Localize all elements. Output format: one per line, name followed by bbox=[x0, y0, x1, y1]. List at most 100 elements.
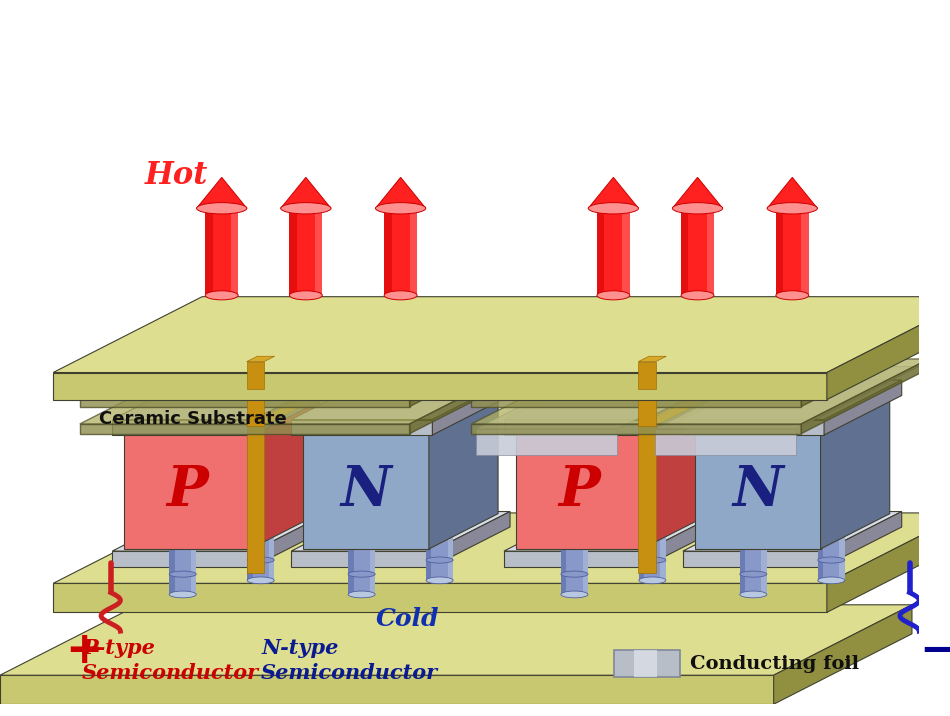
Polygon shape bbox=[773, 605, 912, 705]
Ellipse shape bbox=[162, 532, 204, 541]
Ellipse shape bbox=[588, 203, 638, 214]
Text: Cold: Cold bbox=[376, 607, 440, 632]
Bar bbox=[740, 536, 745, 594]
Text: −: − bbox=[919, 629, 950, 672]
Bar bbox=[840, 523, 845, 581]
Polygon shape bbox=[432, 511, 510, 566]
Polygon shape bbox=[292, 511, 510, 551]
Bar bbox=[269, 523, 275, 581]
Polygon shape bbox=[826, 296, 950, 400]
Polygon shape bbox=[516, 397, 711, 433]
Text: N: N bbox=[732, 463, 783, 518]
Text: Conducting foil: Conducting foil bbox=[690, 654, 859, 672]
Ellipse shape bbox=[169, 571, 197, 577]
Bar bbox=[191, 536, 197, 594]
Ellipse shape bbox=[818, 557, 845, 563]
Polygon shape bbox=[471, 424, 801, 434]
Bar bbox=[384, 208, 417, 295]
Bar bbox=[205, 208, 213, 295]
Bar bbox=[622, 208, 630, 295]
Ellipse shape bbox=[740, 571, 767, 577]
Polygon shape bbox=[471, 332, 929, 397]
Bar bbox=[638, 523, 666, 581]
Bar bbox=[740, 536, 767, 594]
Ellipse shape bbox=[673, 203, 723, 214]
Ellipse shape bbox=[375, 203, 426, 214]
Bar bbox=[582, 536, 588, 594]
Polygon shape bbox=[292, 551, 432, 566]
Polygon shape bbox=[638, 362, 656, 389]
Polygon shape bbox=[476, 367, 740, 429]
Text: P-type: P-type bbox=[83, 638, 155, 658]
Ellipse shape bbox=[340, 532, 383, 541]
Polygon shape bbox=[801, 332, 929, 407]
Bar bbox=[776, 208, 808, 295]
Polygon shape bbox=[409, 359, 537, 434]
Bar bbox=[802, 208, 808, 295]
Polygon shape bbox=[53, 372, 826, 400]
Bar bbox=[681, 208, 689, 295]
Polygon shape bbox=[683, 420, 824, 435]
Polygon shape bbox=[0, 605, 912, 675]
Polygon shape bbox=[247, 377, 360, 425]
Polygon shape bbox=[638, 357, 666, 362]
Polygon shape bbox=[638, 425, 656, 573]
Text: Semiconductor: Semiconductor bbox=[83, 663, 259, 683]
Bar bbox=[447, 523, 453, 581]
Text: N: N bbox=[341, 463, 391, 518]
Bar bbox=[560, 536, 566, 594]
Polygon shape bbox=[53, 584, 826, 612]
Ellipse shape bbox=[348, 591, 375, 598]
Polygon shape bbox=[516, 433, 641, 549]
Bar bbox=[205, 208, 238, 295]
Polygon shape bbox=[80, 332, 537, 397]
Ellipse shape bbox=[818, 577, 845, 584]
Bar bbox=[290, 208, 296, 295]
Ellipse shape bbox=[247, 577, 275, 584]
Ellipse shape bbox=[426, 577, 453, 584]
Polygon shape bbox=[112, 511, 332, 551]
Polygon shape bbox=[768, 178, 817, 208]
Polygon shape bbox=[471, 397, 801, 407]
Polygon shape bbox=[112, 420, 254, 435]
Polygon shape bbox=[504, 420, 645, 435]
Ellipse shape bbox=[681, 291, 714, 300]
Ellipse shape bbox=[169, 591, 197, 598]
Polygon shape bbox=[694, 433, 821, 549]
Bar bbox=[597, 208, 604, 295]
Polygon shape bbox=[247, 425, 264, 573]
Polygon shape bbox=[471, 359, 929, 424]
Polygon shape bbox=[162, 508, 204, 536]
Polygon shape bbox=[409, 332, 537, 407]
Polygon shape bbox=[247, 389, 264, 425]
Ellipse shape bbox=[197, 203, 247, 214]
Bar bbox=[290, 208, 322, 295]
Polygon shape bbox=[112, 380, 332, 420]
Ellipse shape bbox=[732, 532, 774, 541]
Ellipse shape bbox=[560, 591, 588, 598]
Polygon shape bbox=[645, 511, 723, 566]
Ellipse shape bbox=[280, 203, 331, 214]
Polygon shape bbox=[683, 511, 902, 551]
Bar bbox=[818, 523, 823, 581]
Polygon shape bbox=[824, 511, 902, 566]
Bar bbox=[707, 208, 714, 295]
Ellipse shape bbox=[638, 577, 666, 584]
Polygon shape bbox=[656, 429, 796, 455]
Bar bbox=[426, 523, 431, 581]
Polygon shape bbox=[80, 359, 537, 424]
Bar bbox=[384, 208, 391, 295]
Bar bbox=[409, 208, 417, 295]
Polygon shape bbox=[638, 389, 656, 425]
Polygon shape bbox=[504, 551, 645, 566]
Bar bbox=[762, 536, 767, 594]
Polygon shape bbox=[197, 178, 247, 208]
Polygon shape bbox=[239, 493, 282, 523]
Polygon shape bbox=[810, 493, 852, 523]
Ellipse shape bbox=[247, 557, 275, 563]
Bar bbox=[169, 536, 175, 594]
Polygon shape bbox=[683, 551, 824, 566]
Bar bbox=[169, 536, 197, 594]
Polygon shape bbox=[124, 397, 319, 433]
Polygon shape bbox=[432, 380, 510, 435]
